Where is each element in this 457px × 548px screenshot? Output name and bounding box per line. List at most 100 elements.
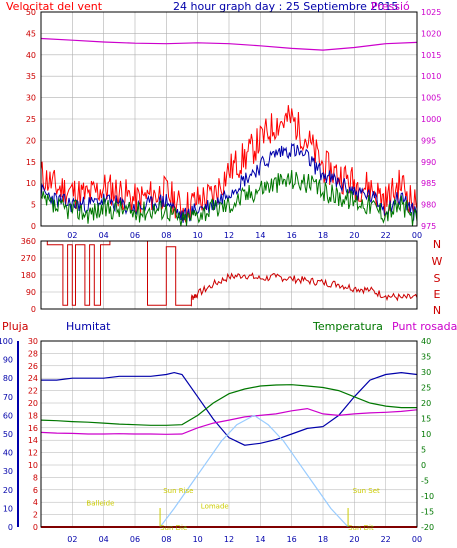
humidity-y-tick-label: 30: [3, 467, 13, 476]
rain-x-tick-label: 00: [412, 535, 422, 544]
wind-x-tick-label: 10: [193, 231, 203, 240]
rain-label: Pluja: [2, 320, 28, 333]
sun-annotation: Sun Set: [353, 487, 380, 495]
direction-y-tick-label: 270: [21, 254, 36, 263]
pressure-y-tick-label: 1015: [421, 51, 441, 60]
wind-x-tick-label: 18: [318, 231, 328, 240]
wind-x-tick-label: 14: [255, 231, 265, 240]
rain-x-tick-label: 12: [224, 535, 234, 544]
wind-x-tick-label: 00: [412, 231, 422, 240]
wind-x-tick-label: 04: [99, 231, 109, 240]
sun-annotation: Lomade: [201, 502, 229, 510]
temp-y-tick-label: 15: [421, 415, 431, 424]
rain-x-tick-label: 08: [161, 535, 171, 544]
humidity-y-tick-label: 40: [3, 449, 13, 458]
rain-x-tick-label: 20: [349, 535, 359, 544]
humidity-label: Humitat: [66, 320, 111, 333]
compass-label: W: [432, 255, 443, 268]
rain-y-tick-label: 24: [28, 374, 38, 383]
rain-y-tick-label: 6: [33, 486, 38, 495]
pressure-y-tick-label: 980: [421, 201, 436, 210]
direction-y-tick-label: 90: [26, 288, 36, 297]
panel-rain-frame: [40, 340, 418, 528]
wind-y-tick-label: 35: [26, 72, 36, 81]
rain-y-tick-label: 10: [28, 461, 38, 470]
humidity-y-tick-label: 20: [3, 486, 13, 495]
rain-y-tick-label: 18: [28, 411, 38, 420]
temp-y-tick-label: 30: [421, 368, 431, 377]
rain-y-tick-label: 0: [33, 523, 38, 532]
humidity-y-tick-label: 10: [3, 504, 13, 513]
pressure-y-tick-label: 1020: [421, 29, 441, 38]
rain-x-tick-label: 18: [318, 535, 328, 544]
wind-series-line: [40, 105, 418, 223]
panel-wind-series: [40, 37, 418, 227]
panel-direction-series: [41, 240, 418, 307]
wind-y-tick-label: 40: [26, 51, 36, 60]
panel-rain-axes: 0246810121416182022242628300102030405060…: [0, 337, 434, 544]
temp-y-tick-label: 0: [421, 461, 426, 470]
temp-y-tick-label: 40: [421, 337, 431, 346]
chart-title: 24 hour graph day : 25 Septiembre 2015: [173, 0, 398, 13]
temp-y-tick-label: 5: [421, 446, 426, 455]
rain-x-tick-label: 22: [381, 535, 391, 544]
humidity-y-tick-label: 80: [3, 374, 13, 383]
wind-y-tick-label: 45: [26, 29, 36, 38]
pressure-y-tick-label: 995: [421, 136, 436, 145]
temp-y-tick-label: -10: [421, 492, 434, 501]
rain-y-tick-label: 2: [33, 511, 38, 520]
sun-annotation: Sun Dit: [348, 524, 374, 532]
direction-y-tick-label: 180: [21, 271, 36, 280]
direction-series-line: [41, 240, 418, 307]
series-temperatura: [40, 384, 417, 426]
pressure-y-tick-label: 985: [421, 179, 436, 188]
humidity-y-tick-label: 90: [3, 356, 13, 365]
sun-annotation: Sun Rise: [163, 487, 193, 495]
compass-label: N: [433, 238, 441, 251]
temperature-label: Temperatura: [312, 320, 383, 333]
rain-x-tick-label: 14: [255, 535, 265, 544]
rain-x-tick-label: 04: [99, 535, 109, 544]
sun-annotation: Balleide: [86, 499, 114, 507]
dew-point-label: Punt rosada: [392, 320, 457, 333]
rain-y-tick-label: 12: [28, 449, 38, 458]
wind-series-line: [40, 169, 418, 227]
wind-y-tick-label: 20: [26, 136, 36, 145]
humidity-y-tick-label: 70: [3, 393, 13, 402]
rain-y-tick-label: 20: [28, 399, 38, 408]
wind-x-tick-label: 12: [224, 231, 234, 240]
wind-x-tick-label: 08: [161, 231, 171, 240]
rain-y-tick-label: 16: [28, 424, 38, 433]
humidity-y-tick-label: 100: [0, 337, 13, 346]
wind-x-tick-label: 16: [287, 231, 297, 240]
rain-y-tick-label: 26: [28, 362, 38, 371]
pressure-y-tick-label: 975: [421, 222, 436, 231]
wind-x-tick-label: 06: [130, 231, 140, 240]
rain-x-tick-label: 16: [287, 535, 297, 544]
rain-y-tick-label: 8: [33, 473, 38, 482]
wind-x-tick-label: 20: [349, 231, 359, 240]
wind-speed-label: Velocitat del vent: [6, 0, 103, 13]
direction-y-tick-label: 360: [21, 237, 36, 246]
pressure-y-tick-label: 1025: [421, 8, 441, 17]
temp-y-tick-label: -20: [421, 523, 434, 532]
wind-series-line: [40, 142, 418, 223]
compass-label: S: [434, 272, 441, 285]
temp-y-tick-label: -5: [421, 477, 429, 486]
pressure-label: Pressió: [371, 0, 410, 13]
wind-x-tick-label: 22: [381, 231, 391, 240]
compass-label: N: [433, 304, 441, 317]
wind-y-tick-label: 30: [26, 94, 36, 103]
pressure-y-tick-label: 990: [421, 158, 436, 167]
series-solar: [159, 414, 349, 528]
wind-y-tick-label: 25: [26, 115, 36, 124]
compass-label: E: [434, 288, 441, 301]
temp-y-tick-label: 25: [421, 384, 431, 393]
humidity-y-tick-label: 50: [3, 430, 13, 439]
rain-x-tick-label: 02: [67, 535, 77, 544]
wind-x-tick-label: 02: [67, 231, 77, 240]
rain-y-tick-label: 30: [28, 337, 38, 346]
